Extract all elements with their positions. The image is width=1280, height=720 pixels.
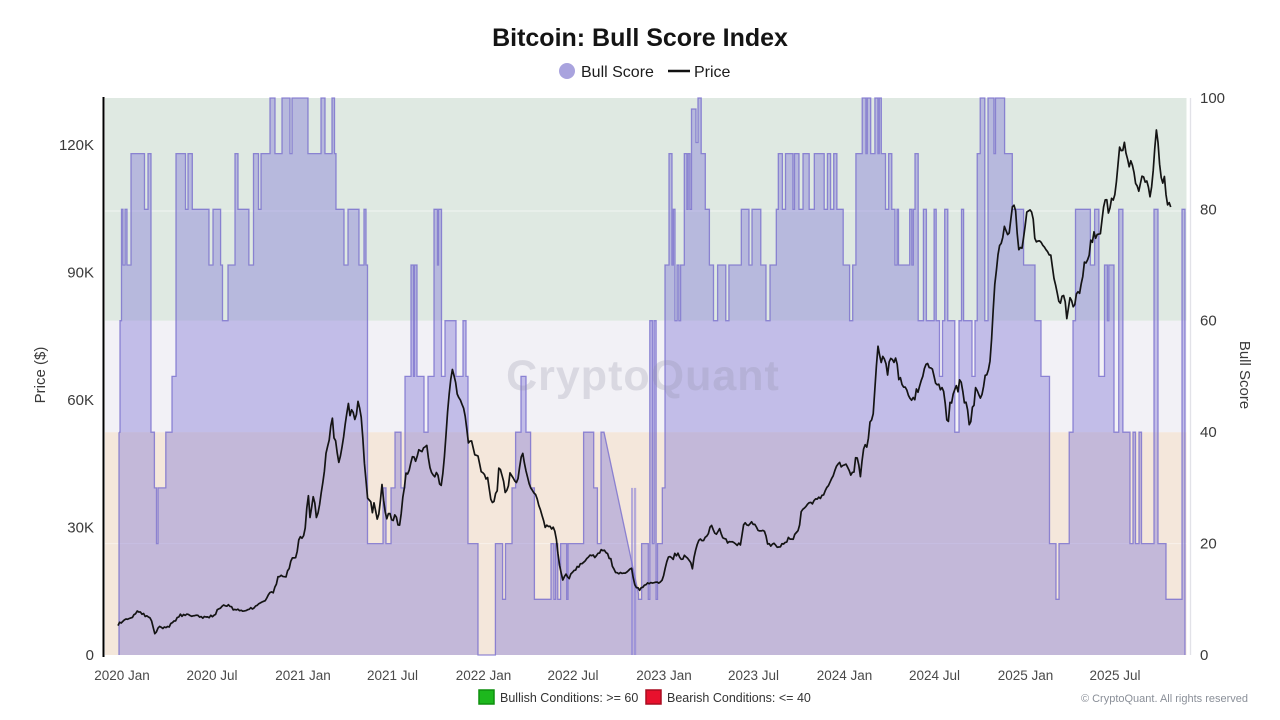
svg-text:Bearish Conditions: <= 40: Bearish Conditions: <= 40 bbox=[667, 691, 811, 705]
svg-text:0: 0 bbox=[86, 647, 94, 664]
svg-text:0: 0 bbox=[1200, 647, 1208, 664]
svg-text:90K: 90K bbox=[67, 265, 94, 282]
svg-text:2020 Jul: 2020 Jul bbox=[186, 668, 237, 683]
svg-text:2025 Jul: 2025 Jul bbox=[1089, 668, 1140, 683]
svg-text:2024 Jan: 2024 Jan bbox=[817, 668, 873, 683]
svg-text:2021 Jul: 2021 Jul bbox=[367, 668, 418, 683]
svg-text:Price: Price bbox=[694, 64, 731, 81]
svg-text:40: 40 bbox=[1200, 424, 1217, 441]
svg-text:Bitcoin: Bull Score Index: Bitcoin: Bull Score Index bbox=[492, 24, 788, 52]
svg-text:20: 20 bbox=[1200, 536, 1217, 553]
svg-text:30K: 30K bbox=[67, 520, 94, 537]
svg-text:120K: 120K bbox=[59, 137, 94, 154]
svg-text:Bull Score: Bull Score bbox=[581, 64, 654, 81]
svg-text:2022 Jul: 2022 Jul bbox=[547, 668, 598, 683]
svg-text:2023 Jul: 2023 Jul bbox=[728, 668, 779, 683]
svg-text:60: 60 bbox=[1200, 313, 1217, 330]
svg-text:2022 Jan: 2022 Jan bbox=[456, 668, 512, 683]
svg-text:CryptoQuant: CryptoQuant bbox=[506, 352, 780, 400]
svg-text:100: 100 bbox=[1200, 90, 1225, 107]
svg-text:2020 Jan: 2020 Jan bbox=[94, 668, 150, 683]
svg-text:60K: 60K bbox=[67, 392, 94, 409]
svg-text:Bullish Conditions: >= 60: Bullish Conditions: >= 60 bbox=[500, 691, 638, 705]
svg-text:© CryptoQuant. All rights rese: © CryptoQuant. All rights reserved bbox=[1081, 693, 1248, 705]
svg-text:2023 Jan: 2023 Jan bbox=[636, 668, 692, 683]
svg-text:Bull Score: Bull Score bbox=[1236, 341, 1253, 409]
svg-text:2021 Jan: 2021 Jan bbox=[275, 668, 331, 683]
svg-text:2024 Jul: 2024 Jul bbox=[909, 668, 960, 683]
svg-text:2025 Jan: 2025 Jan bbox=[998, 668, 1054, 683]
svg-text:80: 80 bbox=[1200, 201, 1217, 218]
svg-text:Price ($): Price ($) bbox=[32, 347, 49, 404]
